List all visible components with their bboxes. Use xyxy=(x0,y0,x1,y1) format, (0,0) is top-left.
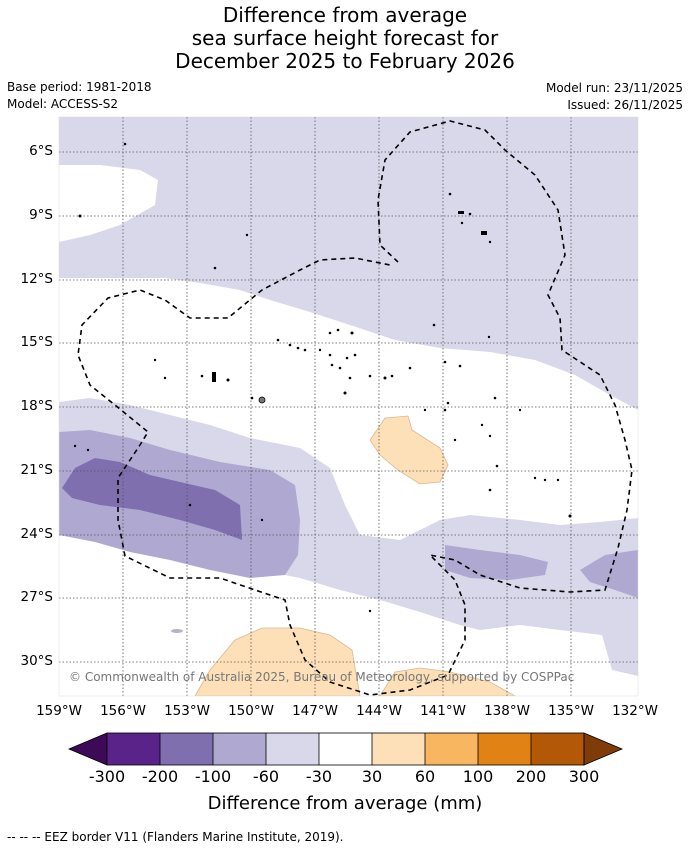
lon-label-141w: 141°W xyxy=(420,703,466,719)
lat-label-30s: 30°S xyxy=(20,653,54,669)
colorbar-label-1: -300 xyxy=(88,767,126,786)
map-title: Difference from average sea surface heig… xyxy=(0,4,690,73)
copyright-notice: © Commonwealth of Australia 2025, Bureau… xyxy=(69,670,575,684)
base-period-text: Base period: 1981-2018 xyxy=(7,80,152,94)
colorbar-bin-2 xyxy=(160,733,213,765)
colorbar-bin-3 xyxy=(213,733,266,765)
colorbar-label-6: 30 xyxy=(361,767,383,786)
anomaly-region-top xyxy=(59,117,638,410)
lat-label-15s: 15°S xyxy=(20,334,54,350)
map-frame xyxy=(58,116,639,697)
colorbar-bin-8 xyxy=(478,733,531,765)
lon-label-153w: 153°W xyxy=(164,703,210,719)
neutral-bay xyxy=(59,165,158,242)
anomaly-region-mid-far-east xyxy=(580,550,638,598)
colorbar-title: Difference from average (mm) xyxy=(207,793,483,814)
lat-label-21s: 21°S xyxy=(20,462,54,478)
lon-label-159w: 159°W xyxy=(36,703,82,719)
lat-label-6s: 6°S xyxy=(29,143,53,159)
title-line-1: Difference from average xyxy=(222,3,468,27)
colorbar-bin-4 xyxy=(266,733,319,765)
eez-legend-note: -- -- -- EEZ border V11 (Flanders Marine… xyxy=(7,830,344,844)
title-line-3: December 2025 to February 2026 xyxy=(175,49,515,73)
island-markers xyxy=(73,142,572,633)
lat-label-9s: 9°S xyxy=(29,207,53,223)
colorbar-bin-7 xyxy=(425,733,478,765)
lat-label-27s: 27°S xyxy=(20,589,54,605)
model-text: Model: ACCESS-S2 xyxy=(7,97,119,111)
colorbar-label-8: 100 xyxy=(462,767,494,786)
anomaly-region-mid-east xyxy=(445,545,548,580)
colorbar-bin-9 xyxy=(531,733,584,765)
anomaly-positive-center xyxy=(369,415,449,485)
colorbar xyxy=(67,732,624,766)
colorbar-label-7: 60 xyxy=(414,767,436,786)
anomaly-region-core xyxy=(62,458,242,540)
colorbar-label-3: -100 xyxy=(194,767,232,786)
colorbar-label-4: -60 xyxy=(252,767,280,786)
issued-text: Issued: 26/11/2025 xyxy=(567,98,683,112)
title-line-2: sea surface height forecast for xyxy=(191,26,499,50)
lat-label-12s: 12°S xyxy=(20,271,54,287)
colorbar-extend-high xyxy=(583,732,624,766)
colorbar-label-5: -30 xyxy=(305,767,333,786)
model-run-text: Model run: 23/11/2025 xyxy=(545,81,683,95)
lon-label-147w: 147°W xyxy=(292,703,338,719)
lon-label-135w: 135°W xyxy=(548,703,594,719)
colorbar-extend-low xyxy=(67,732,108,766)
lon-label-150w: 150°W xyxy=(228,703,274,719)
eez-border-line xyxy=(77,120,633,696)
colorbar-label-9: 200 xyxy=(515,767,547,786)
colorbar-bin-1 xyxy=(107,733,160,765)
lon-label-132w: 132°W xyxy=(612,703,658,719)
colorbar-label-10: 300 xyxy=(568,767,600,786)
lat-label-24s: 24°S xyxy=(20,526,54,542)
colorbar-bin-5 xyxy=(319,733,372,765)
lon-label-138w: 138°W xyxy=(484,703,530,719)
lat-label-18s: 18°S xyxy=(20,398,54,414)
lon-label-144w: 144°W xyxy=(356,703,402,719)
colorbar-bin-6 xyxy=(372,733,425,765)
lon-label-156w: 156°W xyxy=(100,703,146,719)
colorbar-label-2: -200 xyxy=(141,767,179,786)
